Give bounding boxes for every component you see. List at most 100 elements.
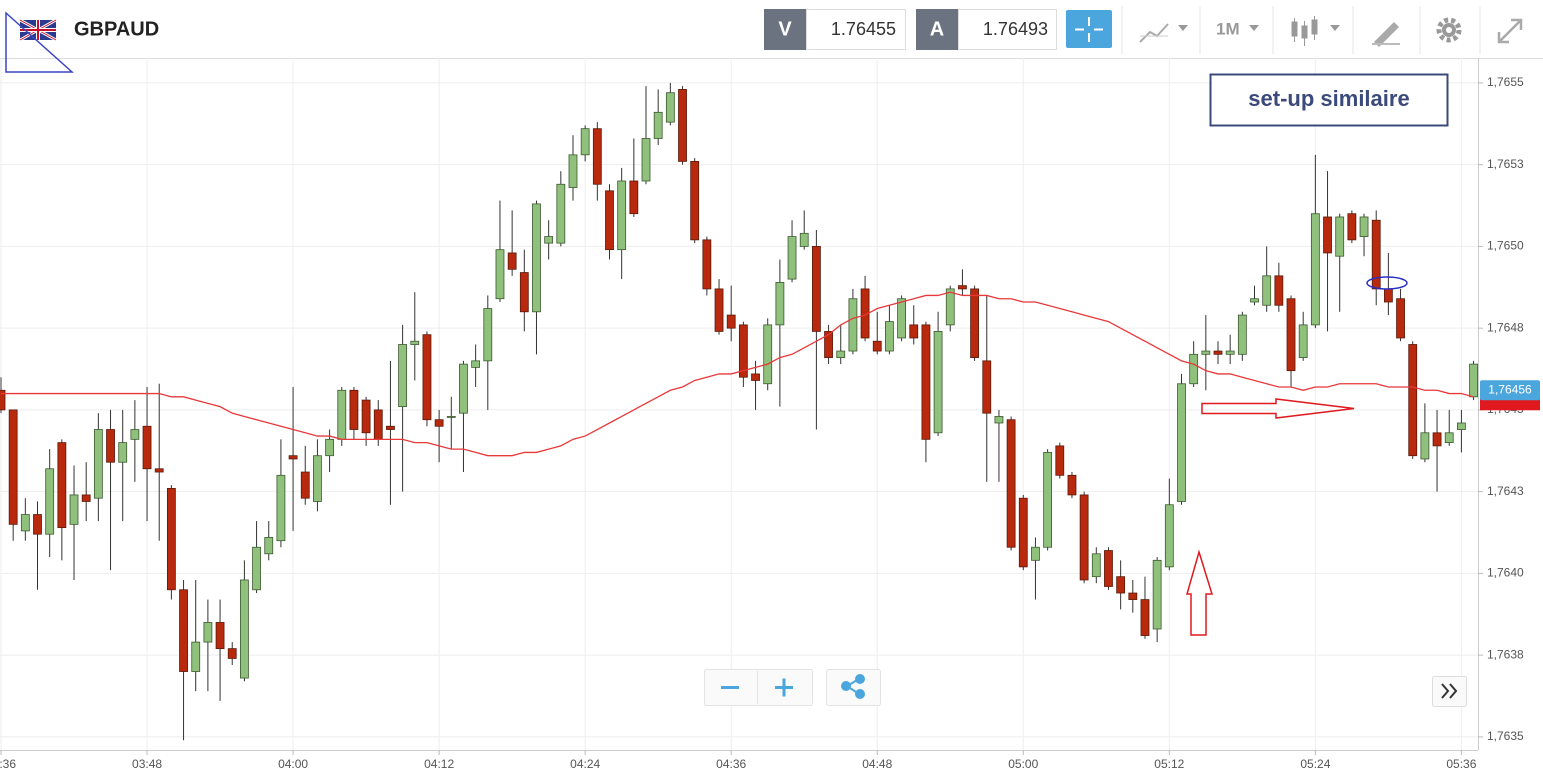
candle-body: [799, 232, 809, 247]
x-tick-label: 05:24: [1300, 757, 1330, 771]
scroll-end-button[interactable]: [1432, 676, 1467, 707]
candle-body: [1383, 288, 1393, 303]
candle-body: [1250, 298, 1259, 303]
candle-body: [1067, 474, 1077, 496]
candle-body: [483, 308, 493, 362]
y-tick-label: 1,7640: [1487, 566, 1524, 580]
y-tick-label: 1,7655: [1487, 75, 1524, 89]
candle-body: [203, 622, 213, 643]
candle-body: [1079, 494, 1089, 581]
candle-body: [1201, 350, 1211, 355]
candle-body: [872, 340, 882, 352]
candle-body: [921, 324, 931, 440]
candle-body: [215, 622, 225, 650]
annotation-box: [1209, 73, 1449, 127]
candle-body: [1031, 546, 1040, 561]
candle-body: [434, 419, 444, 427]
candle-body: [20, 514, 30, 532]
candle-body: [726, 314, 736, 329]
candle-body: [1286, 298, 1296, 372]
candle-body: [154, 468, 164, 473]
bid-marker: [1480, 397, 1540, 411]
candle-body: [93, 429, 103, 499]
candle-body: [264, 537, 274, 555]
candle-body: [556, 183, 566, 244]
candle-body: [994, 416, 1004, 424]
marker-ellipse: [1366, 276, 1408, 290]
bid-button[interactable]: [764, 9, 806, 50]
last-price-label: 1,76456: [1488, 382, 1532, 396]
bid-price: 1.76455: [831, 19, 896, 39]
candle-body: [252, 546, 261, 591]
fullscreen-button[interactable]: [1497, 18, 1523, 44]
candle-body: [239, 579, 249, 679]
candle-body: [885, 321, 894, 352]
candle-body: [45, 468, 55, 535]
candle-body: [1457, 422, 1466, 430]
bid-box[interactable]: [806, 9, 906, 50]
candle-body: [787, 236, 797, 280]
settings-button[interactable]: [1436, 17, 1462, 43]
drawing-tool-button[interactable]: [1372, 22, 1400, 47]
candle-body: [605, 190, 614, 251]
axes: 1,76351,76381,76401,76431,76451,76481,76…: [0, 75, 1540, 771]
candle-body: [142, 425, 152, 470]
candle-body: [1213, 350, 1223, 355]
x-tick-label: 04:00: [278, 757, 308, 771]
x-tick-label: 04:48: [862, 757, 892, 771]
x-tick-label: 04:24: [570, 757, 600, 771]
candle-body: [227, 648, 237, 659]
candle-body: [410, 340, 420, 345]
moving-average: [1, 291, 1474, 457]
candle-body: [1420, 432, 1430, 460]
candle-body: [1091, 553, 1101, 578]
ask-box[interactable]: [958, 9, 1057, 50]
candle-body: [1359, 216, 1369, 237]
ask-button[interactable]: [916, 9, 958, 50]
candle-body: [763, 324, 773, 385]
candle-body: [422, 334, 432, 421]
x-tick-label: 05:12: [1154, 757, 1184, 771]
candle-body: [945, 288, 955, 326]
candle-body: [1396, 298, 1405, 339]
candle-body: [1371, 219, 1381, 290]
candle-body: [349, 389, 359, 430]
crosshair-button[interactable]: [1066, 10, 1112, 48]
candle-body: [288, 455, 298, 460]
candle-body: [1225, 350, 1235, 355]
share-button[interactable]: [826, 669, 881, 706]
candle-body: [897, 298, 906, 339]
scroll-end-icon: [1441, 683, 1458, 699]
candle-body: [1432, 432, 1442, 447]
candle-body: [1323, 216, 1332, 254]
candle-body: [848, 298, 858, 352]
candle-body: [179, 589, 188, 672]
candle-body: [130, 429, 140, 440]
candle-body: [933, 331, 943, 434]
right-arrow: [1201, 398, 1355, 419]
candle-body: [325, 438, 334, 457]
candle-body: [982, 360, 992, 414]
candle-body: [665, 92, 675, 123]
candle-body: [738, 324, 748, 378]
zoom-in-button[interactable]: [775, 678, 793, 697]
candle-body: [69, 494, 79, 525]
candle-body: [1140, 599, 1150, 636]
candle-style-button[interactable]: [1291, 16, 1340, 46]
chart-type-button[interactable]: [1139, 23, 1188, 43]
candle-body: [629, 180, 639, 215]
x-tick-label: 03:48: [132, 757, 162, 771]
candle-body: [1274, 275, 1284, 306]
candle-body: [811, 245, 821, 332]
candle-body: [1055, 445, 1065, 476]
candle-body: [106, 429, 115, 463]
candle-body: [824, 331, 833, 358]
timeframe[interactable]: 1M: [1216, 19, 1240, 38]
up-arrow: [1186, 549, 1214, 636]
candle-body: [0, 389, 6, 411]
candle-body: [166, 487, 176, 591]
candle-body: [1347, 213, 1357, 241]
annotation-text: set-up similaire: [1248, 86, 1409, 111]
candle-body: [361, 399, 371, 434]
candle-body: [641, 138, 651, 182]
